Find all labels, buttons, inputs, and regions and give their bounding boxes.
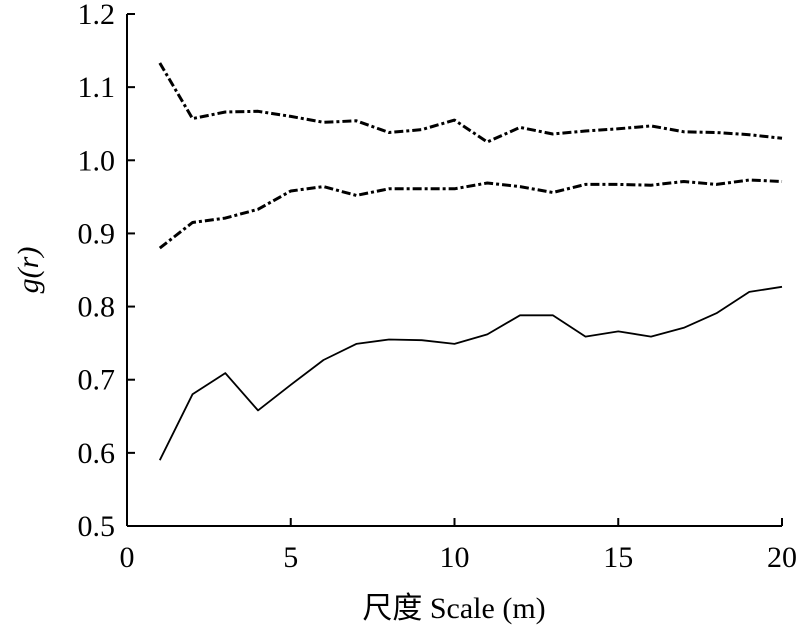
x-axis-title: 尺度 Scale (m) — [362, 592, 545, 625]
y-tick-label: 0.5 — [78, 510, 116, 543]
y-tick-label: 0.7 — [78, 364, 116, 397]
y-tick-label: 1.0 — [78, 144, 116, 177]
series-line-3 — [158, 285, 783, 461]
series-line-1 — [158, 62, 783, 144]
x-tick-label: 15 — [603, 541, 633, 574]
y-ticks: 0.5 0.6 0.7 0.8 0.9 1.0 1.1 1.2 — [78, 0, 135, 543]
y-tick-label: 1.1 — [78, 71, 116, 104]
x-tick-label: 0 — [120, 541, 135, 574]
x-tick-label: 5 — [283, 541, 298, 574]
x-tick-label: 20 — [767, 541, 797, 574]
y-tick-label: 0.8 — [78, 291, 116, 324]
y-axis-title: g(r) — [12, 247, 45, 294]
plot-area — [158, 62, 783, 461]
y-tick-label: 0.9 — [78, 217, 116, 250]
x-tick-label: 10 — [440, 541, 470, 574]
y-tick-label: 1.2 — [78, 0, 116, 31]
x-ticks: 0 5 10 15 20 — [120, 518, 797, 574]
series-line-2 — [158, 178, 783, 250]
y-tick-label: 0.6 — [78, 437, 116, 470]
